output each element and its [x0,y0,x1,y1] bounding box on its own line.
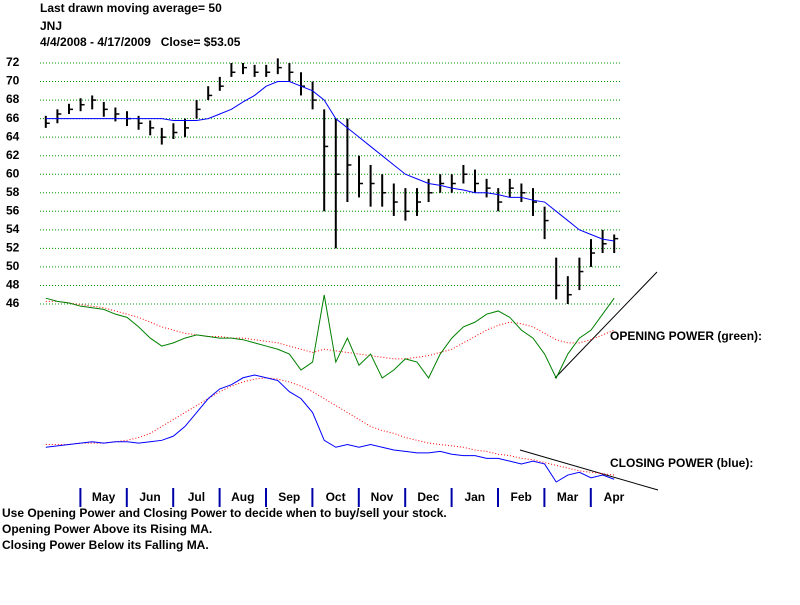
y-tick-label: 54 [6,222,20,236]
x-tick-label: Jan [464,490,485,504]
x-tick-label: Dec [417,490,439,504]
y-tick-label: 66 [6,111,20,125]
trend-line [554,271,658,379]
y-tick-label: 68 [6,92,20,106]
note: Opening Power Above its Rising MA. [2,522,212,536]
ticker: JNJ [40,19,62,33]
y-tick-label: 50 [6,259,20,273]
x-tick-label: Nov [371,490,394,504]
opening-power-label: OPENING POWER (green): [610,329,762,343]
x-tick-label: Oct [326,490,346,504]
y-tick-label: 60 [6,166,20,180]
power-line [45,377,615,476]
x-tick-label: Jul [188,490,205,504]
moving-average [45,81,615,242]
x-tick-label: Mar [557,490,579,504]
trend-line [519,449,659,491]
y-tick-label: 52 [6,241,20,255]
x-tick-label: Sep [278,490,300,504]
y-tick-label: 56 [6,203,20,217]
note: Use Opening Power and Closing Power to d… [2,506,447,520]
y-tick-label: 48 [6,278,20,292]
x-tick-label: Aug [231,490,254,504]
power-line [45,300,615,360]
power-line [45,294,615,380]
power-line [45,374,615,483]
y-tick-label: 62 [6,148,20,162]
note: Closing Power Below its Falling MA. [2,538,209,552]
x-tick-label: Apr [604,490,625,504]
y-tick-label: 64 [6,129,20,143]
x-tick-label: May [92,490,116,504]
x-tick-label: Feb [511,490,532,504]
y-tick-label: 58 [6,185,20,199]
closing-power-label: CLOSING POWER (blue): [610,456,753,470]
date-range: 4/4/2008 - 4/17/2009 Close= $53.05 [40,35,241,49]
chart-title: Last drawn moving average= 50 [40,1,222,15]
y-tick-label: 72 [6,55,20,69]
x-tick-label: Jun [139,490,160,504]
y-tick-label: 46 [6,296,20,310]
y-tick-label: 70 [6,74,20,88]
